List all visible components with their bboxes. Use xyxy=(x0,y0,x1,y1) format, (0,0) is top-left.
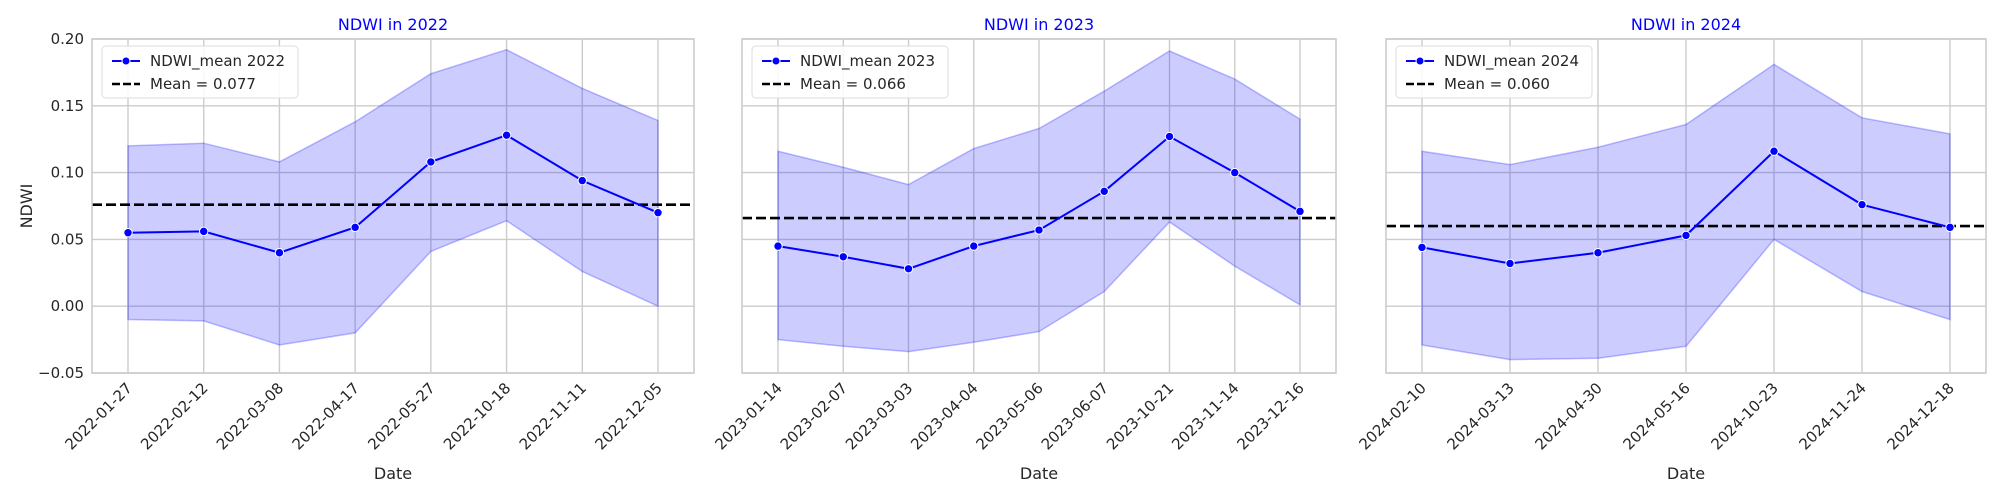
legend: NDWI_mean 2022 Mean = 0.077 xyxy=(101,45,299,99)
legend-mean-label: Mean = 0.066 xyxy=(800,75,906,93)
data-point xyxy=(903,264,914,274)
y-tick-label: 0.15 xyxy=(51,97,84,115)
legend-box xyxy=(101,45,299,99)
x-tick-label: 2023-02-07 xyxy=(777,379,851,453)
x-tick-label: 2023-04-04 xyxy=(907,379,981,453)
x-tick-label: 2022-12-05 xyxy=(591,379,665,453)
axes-frame xyxy=(1385,38,1987,374)
y-tick-label: −0.05 xyxy=(38,364,84,382)
x-tick-label: 2024-11-24 xyxy=(1795,379,1869,453)
x-axis-label: Date xyxy=(374,464,412,483)
data-point xyxy=(501,130,512,140)
x-tick-label: 2023-01-14 xyxy=(711,379,785,453)
data-point xyxy=(1417,242,1427,253)
data-point xyxy=(199,226,209,237)
x-tick-label: 2023-10-21 xyxy=(1103,379,1177,453)
x-tick-label: 2024-03-13 xyxy=(1443,379,1517,453)
legend-series-label: NDWI_mean 2023 xyxy=(800,52,935,71)
x-tick-label: 2022-10-18 xyxy=(440,379,514,453)
axes-frame xyxy=(741,38,1337,374)
confidence-band xyxy=(127,48,659,346)
legend: NDWI_mean 2023 Mean = 0.066 xyxy=(751,45,949,99)
x-axis-label: Date xyxy=(1667,464,1705,483)
x-tick-label: 2023-11-14 xyxy=(1168,379,1242,453)
x-tick-label: 2024-10-23 xyxy=(1707,379,1781,453)
data-point xyxy=(1164,131,1175,142)
x-tick-label: 2022-11-11 xyxy=(516,379,590,453)
data-point xyxy=(838,252,848,262)
data-point xyxy=(1034,225,1044,235)
confidence-band xyxy=(777,50,1301,353)
y-tick-label: 0.05 xyxy=(51,230,84,248)
legend-mean-label: Mean = 0.060 xyxy=(1444,75,1550,93)
data-point xyxy=(577,175,587,186)
x-tick-label: 2022-02-12 xyxy=(137,379,211,453)
data-point xyxy=(969,241,979,251)
legend: NDWI_mean 2024 Mean = 0.060 xyxy=(1395,45,1593,99)
y-axis-label: NDWI xyxy=(17,184,36,229)
x-tick-label: 2024-04-30 xyxy=(1531,379,1605,453)
x-axis-label: Date xyxy=(1020,464,1058,483)
x-tick-label: 2024-12-18 xyxy=(1883,379,1957,453)
chart-title: NDWI in 2024 xyxy=(1631,15,1741,34)
data-point xyxy=(123,228,133,238)
data-point xyxy=(274,248,285,258)
x-tick-label: 2023-12-16 xyxy=(1233,379,1307,453)
legend-series-label: NDWI_mean 2024 xyxy=(1444,52,1579,71)
x-tick-label: 2023-03-03 xyxy=(842,379,916,453)
x-tick-label: 2022-04-17 xyxy=(289,379,363,453)
y-tick-label: 0.10 xyxy=(51,164,84,182)
chart-panel-3: NDWI in 2024 2024-02-10 2024-03-13 2024-04-… xyxy=(1355,15,1987,483)
legend-box xyxy=(751,45,949,99)
legend-series-marker xyxy=(1415,56,1425,66)
data-point xyxy=(653,207,663,218)
x-tick-label: 2024-02-10 xyxy=(1355,379,1429,453)
legend-box xyxy=(1395,45,1593,99)
legend-series-marker xyxy=(771,56,781,66)
legend-mean-label: Mean = 0.077 xyxy=(150,75,256,93)
y-tick-label: 0.20 xyxy=(51,30,84,48)
x-tick-label: 2024-05-16 xyxy=(1619,379,1693,453)
data-point xyxy=(1099,186,1109,197)
x-tick-label: 2023-06-07 xyxy=(1038,379,1112,453)
x-tick-label: 2023-05-06 xyxy=(972,379,1046,453)
data-point xyxy=(1769,146,1779,156)
data-point xyxy=(426,157,436,167)
x-tick-label: 2022-01-27 xyxy=(61,379,135,453)
chart-panel-1: NDWI in 2022 2022-01-27 2022-02-12 2022-03-… xyxy=(17,15,695,483)
x-tick-label: 2022-05-27 xyxy=(364,379,438,453)
confidence-band xyxy=(1421,63,1951,361)
chart-title: NDWI in 2023 xyxy=(984,15,1094,34)
data-point xyxy=(350,222,360,233)
chart-panel-2: NDWI in 2023 2023-01-142023-02-072023-03-… xyxy=(711,15,1337,483)
data-point xyxy=(1945,222,1955,233)
data-point xyxy=(773,241,783,251)
axes-frame xyxy=(91,38,695,374)
data-point xyxy=(1593,248,1603,258)
x-tick-label: 2022-03-08 xyxy=(213,379,287,453)
y-tick-label: 0.00 xyxy=(51,297,84,315)
data-point xyxy=(1681,230,1691,241)
legend-series-marker xyxy=(121,56,131,66)
data-point xyxy=(1857,199,1867,210)
series-line xyxy=(127,134,659,254)
data-point xyxy=(1230,167,1240,178)
data-point xyxy=(1295,206,1305,217)
chart-title: NDWI in 2022 xyxy=(338,15,448,34)
data-point xyxy=(1505,258,1515,269)
legend-series-label: NDWI_mean 2022 xyxy=(150,52,285,71)
